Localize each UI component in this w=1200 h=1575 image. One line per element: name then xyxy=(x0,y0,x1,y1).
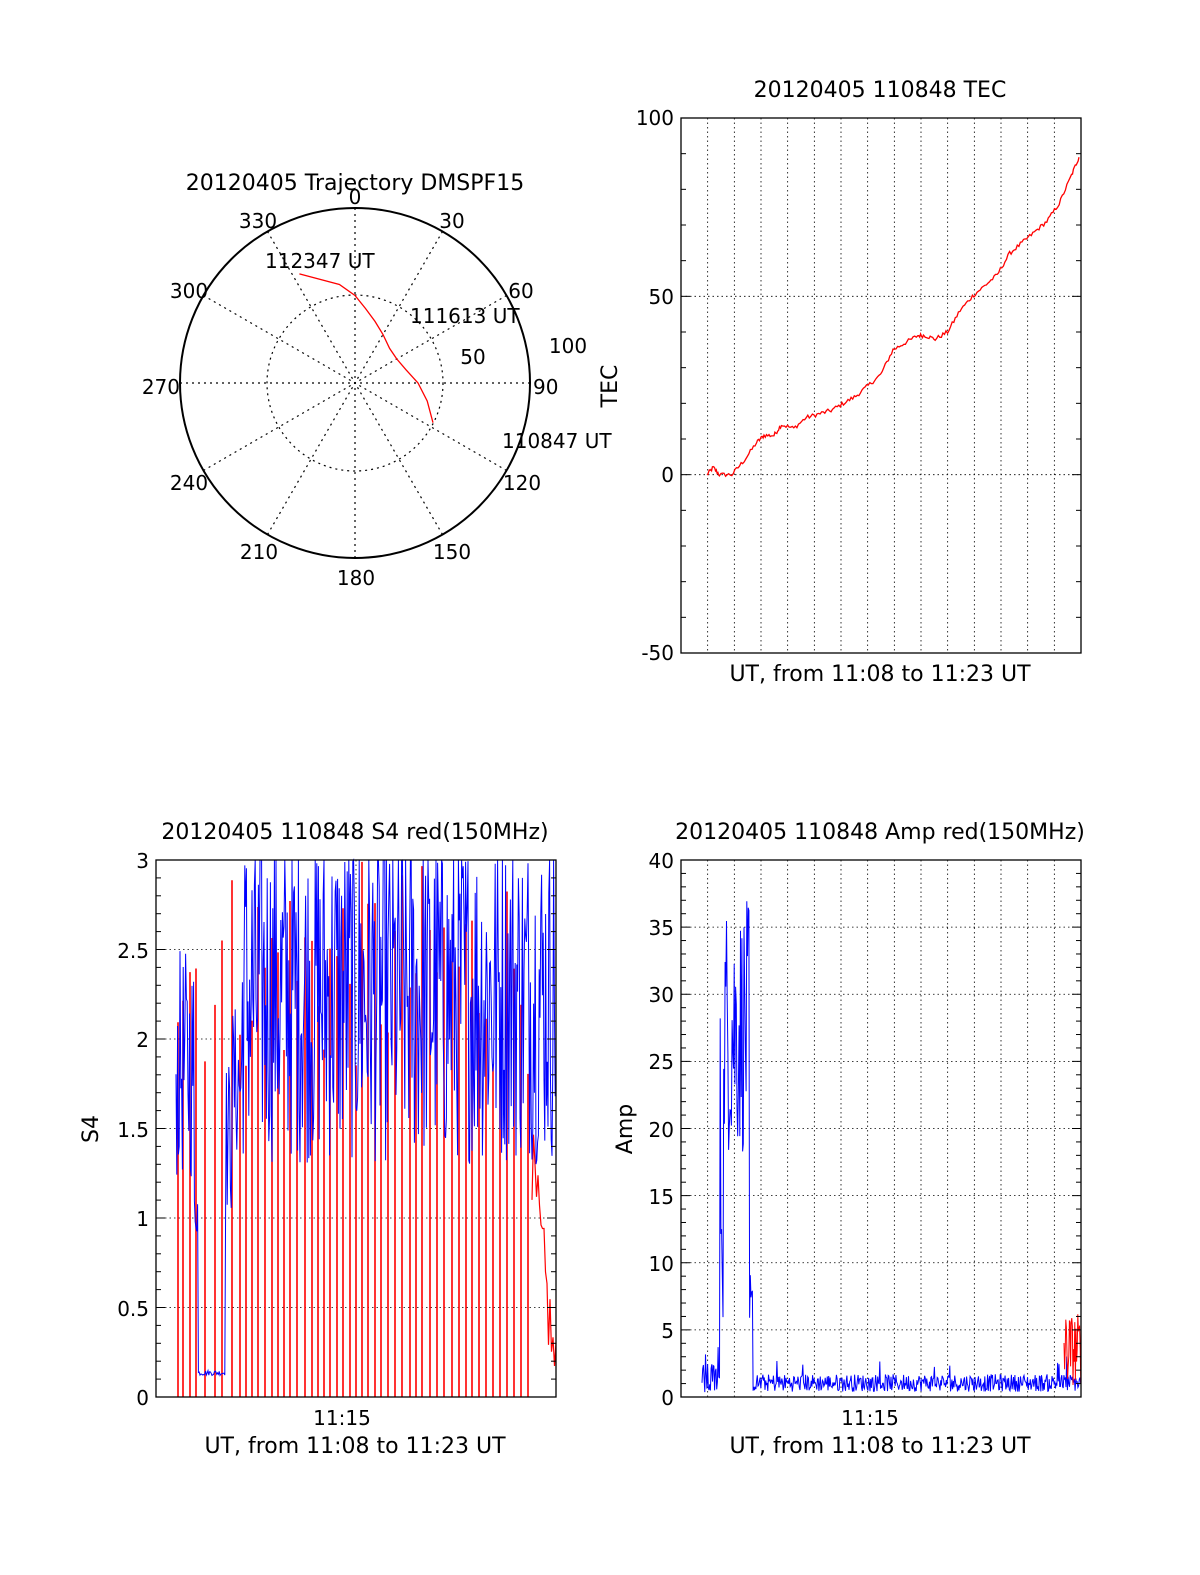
s4-ylabel: S4 xyxy=(79,1115,104,1143)
radius-label-100: 100 xyxy=(549,334,587,358)
tec-ytick-0: 0 xyxy=(661,463,674,487)
polar-spoke xyxy=(266,231,444,535)
tec-panel: 20120405 110848 TEC 100 50 0 -50 TEC UT,… xyxy=(598,78,1082,687)
amp-ytick-25: 25 xyxy=(649,1050,674,1074)
s4-ytick-1: 1 xyxy=(136,1207,149,1231)
tec-grid xyxy=(681,118,1081,653)
s4-ytick-2: 2 xyxy=(136,1028,149,1052)
s4-red-tail xyxy=(531,1134,557,1367)
trajectory-mid-label: 111613 UT xyxy=(410,304,520,328)
tec-ylabel: TEC xyxy=(598,365,623,409)
angle-label-60: 60 xyxy=(508,279,533,303)
radius-label-50: 50 xyxy=(460,345,485,369)
s4-ytick-3: 3 xyxy=(136,849,149,873)
angle-label-330: 330 xyxy=(239,209,277,233)
angle-label-90: 90 xyxy=(533,375,558,399)
tec-title: 20120405 110848 TEC xyxy=(754,78,1007,103)
s4-xlabel: UT, from 11:08 to 11:23 UT xyxy=(204,1434,506,1459)
tec-plot-frame xyxy=(680,117,1082,654)
angle-label-0: 0 xyxy=(349,185,362,209)
amp-ytick-40: 40 xyxy=(649,849,674,873)
s4-ytick-2.5: 2.5 xyxy=(117,939,149,963)
s4-ytick-0: 0 xyxy=(136,1386,149,1410)
amp-ytick-30: 30 xyxy=(649,983,674,1007)
polar-title: 20120405 Trajectory DMSPF15 xyxy=(186,171,524,196)
s4-red-series xyxy=(177,861,557,1397)
amp-grid xyxy=(681,860,1081,1397)
amp-ytick-5: 5 xyxy=(661,1319,674,1343)
amp-xtick-1115: 11:15 xyxy=(841,1406,899,1430)
s4-title: 20120405 110848 S4 red(150MHz) xyxy=(161,820,548,845)
amp-plot-frame xyxy=(680,859,1082,1398)
angle-label-240: 240 xyxy=(170,471,208,495)
s4-ytick-0.5: 0.5 xyxy=(117,1297,149,1321)
amp-ytick-10: 10 xyxy=(649,1252,674,1276)
s4-plot-frame xyxy=(155,859,557,1398)
amp-ytick-35: 35 xyxy=(649,916,674,940)
amp-blue-series xyxy=(701,901,1082,1393)
polar-angle-labels: 0 30 60 90 120 150 180 210 240 270 300 3… xyxy=(142,185,559,590)
s4-ytick-1.5: 1.5 xyxy=(117,1118,149,1142)
s4-blue-series xyxy=(175,858,556,1377)
tec-xlabel: UT, from 11:08 to 11:23 UT xyxy=(729,662,1031,687)
tec-minor-ticks xyxy=(681,117,1081,654)
trajectory-end-label: 112347 UT xyxy=(265,249,375,273)
amp-ylabel: Amp xyxy=(613,1104,638,1154)
angle-label-120: 120 xyxy=(503,471,541,495)
tec-series-line xyxy=(706,157,1080,478)
polar-grid xyxy=(180,208,530,558)
amp-panel: 20120405 110848 Amp red(150MHz) 40 35 30… xyxy=(613,820,1085,1459)
trajectory-line xyxy=(299,273,434,423)
amp-ytick-0: 0 xyxy=(661,1386,674,1410)
angle-label-180: 180 xyxy=(337,566,375,590)
amp-ytick-15: 15 xyxy=(649,1185,674,1209)
tec-ytick-100: 100 xyxy=(636,106,674,130)
trajectory-start-label: 110847 UT xyxy=(502,429,612,453)
polar-outer-circle xyxy=(179,207,531,559)
s4-minor-ticks xyxy=(156,859,556,1398)
angle-label-210: 210 xyxy=(240,540,278,564)
tec-ytick-minus50: -50 xyxy=(641,641,674,665)
angle-label-270: 270 xyxy=(142,375,180,399)
s4-xtick-1115: 11:15 xyxy=(313,1406,371,1430)
amp-title: 20120405 110848 Amp red(150MHz) xyxy=(675,820,1085,845)
angle-label-300: 300 xyxy=(170,279,208,303)
amp-xlabel: UT, from 11:08 to 11:23 UT xyxy=(729,1434,1031,1459)
amp-red-series xyxy=(1063,1314,1082,1386)
angle-label-150: 150 xyxy=(433,540,471,564)
angle-label-30: 30 xyxy=(439,209,464,233)
polar-panel: 20120405 Trajectory DMSPF15 0 30 60 90 1… xyxy=(142,171,613,590)
tec-ytick-50: 50 xyxy=(649,285,674,309)
amp-ytick-20: 20 xyxy=(649,1118,674,1142)
s4-panel: 20120405 110848 S4 red(150MHz) 3 2.5 2 1… xyxy=(79,820,557,1459)
